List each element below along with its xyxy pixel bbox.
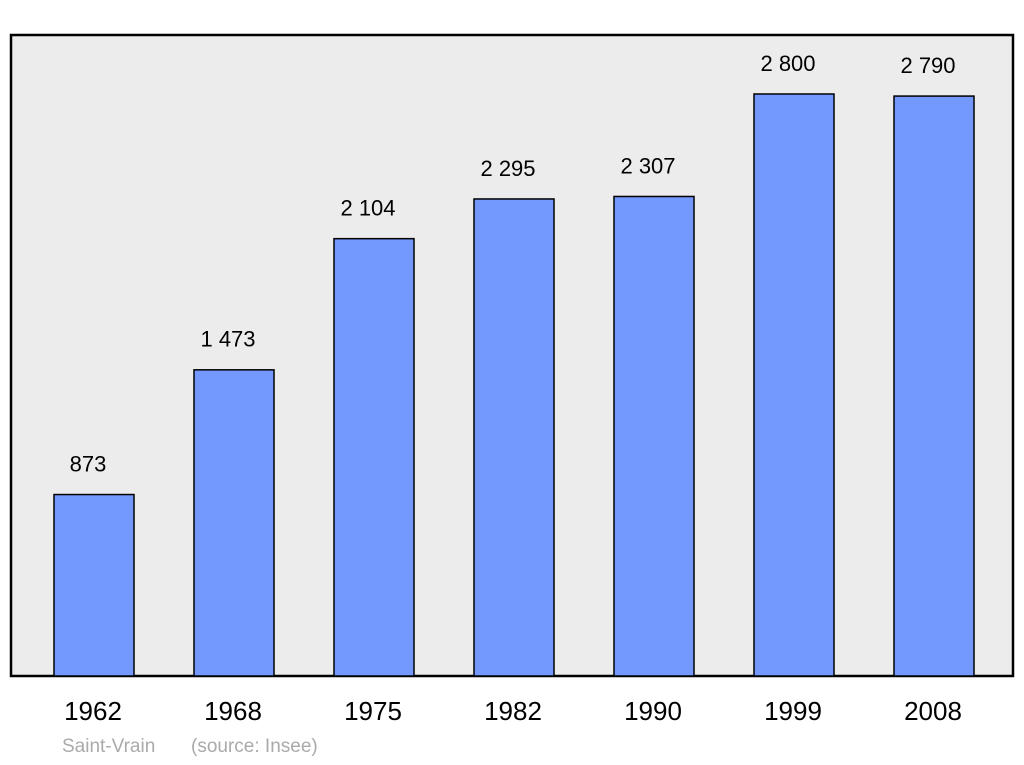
value-label: 1 473 [200,327,255,352]
source-note: (source: Insee) [191,736,318,757]
x-tick-label: 2008 [904,696,962,726]
bar [333,237,415,677]
x-tick-label: 1962 [64,696,122,726]
bar [893,95,975,677]
chart-title: Saint-Vrain [62,736,155,757]
bar [193,369,275,677]
x-tick-label: 1968 [204,696,262,726]
value-label: 2 800 [760,51,815,76]
value-label: 2 307 [620,153,675,178]
value-label: 2 790 [900,53,955,78]
x-tick-label: 1982 [484,696,542,726]
value-label: 2 295 [480,156,535,181]
bar [753,93,835,677]
value-label: 873 [70,451,107,476]
value-label: 2 104 [340,195,395,220]
bar [473,198,555,677]
x-tick-label: 1999 [764,696,822,726]
bar [53,493,135,677]
x-tick-label: 1975 [344,696,402,726]
bar [613,195,695,677]
x-tick-label: 1990 [624,696,682,726]
